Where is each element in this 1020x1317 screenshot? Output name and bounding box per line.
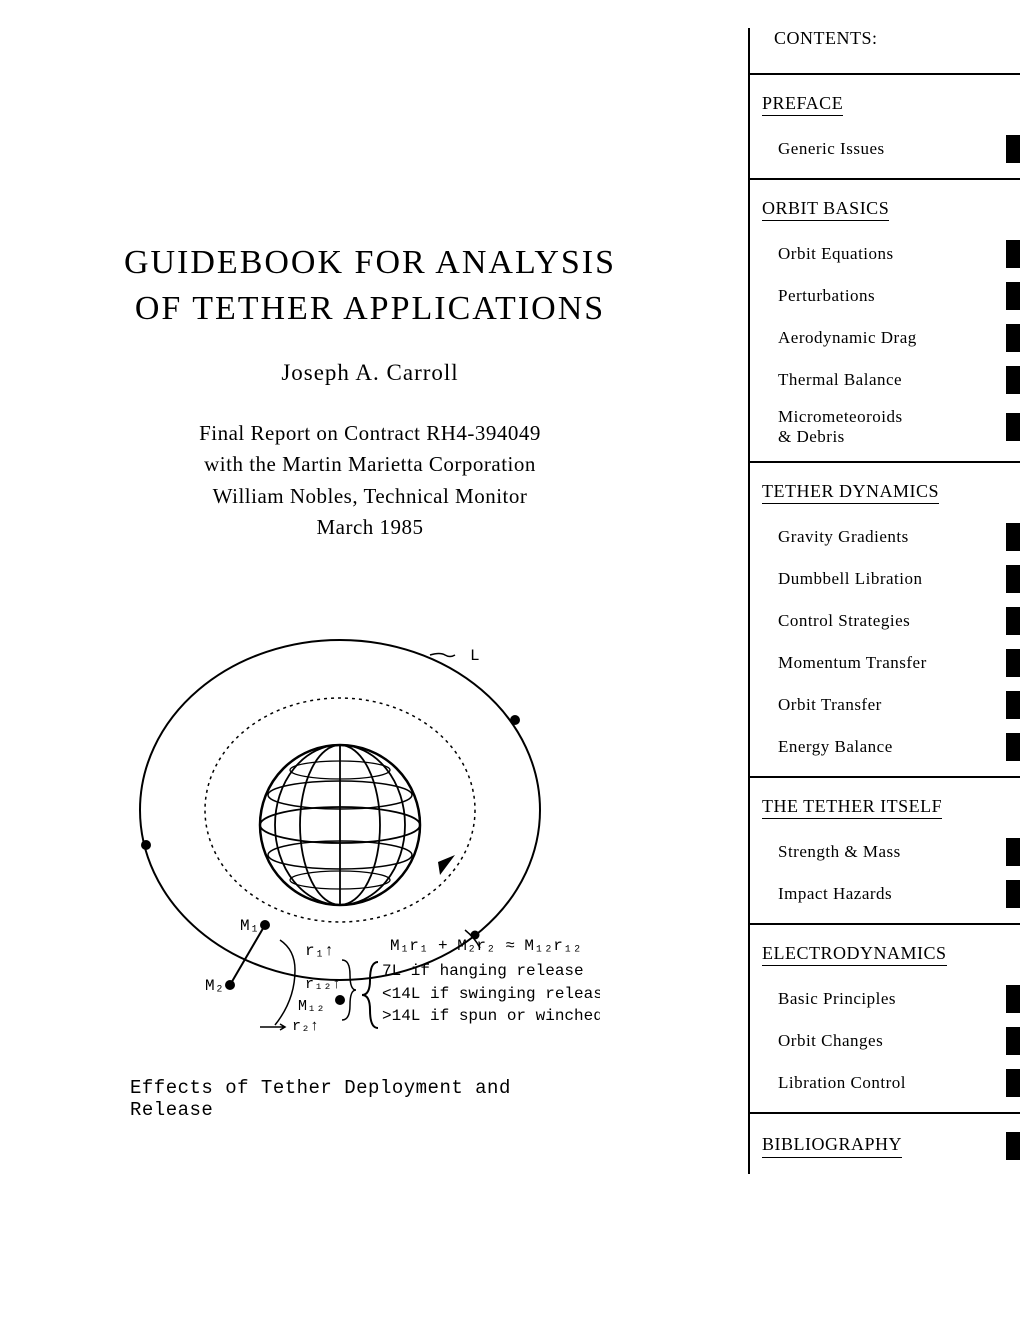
report-line-1: Final Report on Contract RH4-394049 <box>60 418 680 450</box>
toc-tab-icon <box>1006 880 1020 908</box>
section-heading-orbit-basics: ORBIT BASICS <box>750 180 1020 233</box>
section-heading-tether-dynamics: TETHER DYNAMICS <box>750 463 1020 516</box>
label-L: L <box>470 647 480 665</box>
section-bibliography: BIBLIOGRAPHY <box>750 1112 1020 1174</box>
section-tether-itself: THE TETHER ITSELF Strength & Mass Impact… <box>750 776 1020 923</box>
label-equation: M₁r₁ + M₂r₂ ≈ M₁₂r₁₂ <box>390 937 582 955</box>
toc-item-label: Aerodynamic Drag <box>778 328 917 348</box>
toc-item-label: Impact Hazards <box>778 884 892 904</box>
toc-item-thermal-balance[interactable]: Thermal Balance <box>750 359 1020 401</box>
toc-item-impact-hazards[interactable]: Impact Hazards <box>750 873 1020 915</box>
toc-item-label: Orbit Transfer <box>778 695 882 715</box>
toc-item-label: Perturbations <box>778 286 875 306</box>
section-electrodynamics: ELECTRODYNAMICS Basic Principles Orbit C… <box>750 923 1020 1112</box>
title-line-2: OF TETHER APPLICATIONS <box>60 286 680 332</box>
toc-item-label: Strength & Mass <box>778 842 901 862</box>
toc-tab-icon <box>1006 985 1020 1013</box>
toc-tab-icon <box>1006 838 1020 866</box>
toc-item-label: Orbit Equations <box>778 244 894 264</box>
toc-tab-icon <box>1006 366 1020 394</box>
label-r2: r₂↑ <box>292 1018 319 1035</box>
toc-item-aerodynamic-drag[interactable]: Aerodynamic Drag <box>750 317 1020 359</box>
label-case3: >14L if spun or winched <box>382 1007 600 1025</box>
toc-tab-icon <box>1006 523 1020 551</box>
contents-header: CONTENTS: <box>750 28 1020 73</box>
toc-item-generic-issues[interactable]: Generic Issues <box>750 128 1020 170</box>
toc-item-label: Gravity Gradients <box>778 527 909 547</box>
toc-item-label: Micrometeoroids & Debris <box>778 407 903 448</box>
toc-item-gravity-gradients[interactable]: Gravity Gradients <box>750 516 1020 558</box>
toc-item-label: Control Strategies <box>778 611 910 631</box>
report-line-3: William Nobles, Technical Monitor <box>60 481 680 513</box>
toc-tab-icon <box>1006 691 1020 719</box>
orbit-diagram: L M₁ M₂ r₁↑ r₁₂↑ M₁₂ r₂↑ M₁r₁ + M₂r₂ ≈ M… <box>130 630 600 1060</box>
title-line-1: GUIDEBOOK FOR ANALYSIS <box>60 240 680 286</box>
toc-item-libration-control[interactable]: Libration Control <box>750 1062 1020 1104</box>
toc-item-label: Basic Principles <box>778 989 896 1009</box>
toc-item-orbit-changes[interactable]: Orbit Changes <box>750 1020 1020 1062</box>
toc-item-control-strategies[interactable]: Control Strategies <box>750 600 1020 642</box>
toc-item-label: Libration Control <box>778 1073 906 1093</box>
label-case2: <14L if swinging release- <box>382 985 600 1003</box>
orbit-point-1 <box>510 715 520 725</box>
label-m12: M₁₂ <box>298 998 325 1015</box>
toc-tab-icon <box>1006 413 1020 441</box>
section-preface: PREFACE Generic Issues <box>750 73 1020 178</box>
toc-item-energy-balance[interactable]: Energy Balance <box>750 726 1020 768</box>
orbit-arrow-icon <box>438 855 455 875</box>
toc-item-label: Energy Balance <box>778 737 893 757</box>
toc-item-dumbbell-libration[interactable]: Dumbbell Libration <box>750 558 1020 600</box>
toc-tab-icon <box>1006 649 1020 677</box>
section-heading-preface: PREFACE <box>750 75 1020 128</box>
toc-tab-icon <box>1006 1069 1020 1097</box>
figure-area: L M₁ M₂ r₁↑ r₁₂↑ M₁₂ r₂↑ M₁r₁ + M₂r₂ ≈ M… <box>130 630 600 1121</box>
section-tether-dynamics: TETHER DYNAMICS Gravity Gradients Dumbbe… <box>750 461 1020 776</box>
toc-item-micrometeoroids[interactable]: Micrometeoroids & Debris <box>750 401 1020 453</box>
section-heading-tether-itself: THE TETHER ITSELF <box>750 778 1020 831</box>
section-orbit-basics: ORBIT BASICS Orbit Equations Perturbatio… <box>750 178 1020 461</box>
toc-tab-icon <box>1006 1132 1020 1160</box>
toc-tab-icon <box>1006 135 1020 163</box>
toc-tab-icon <box>1006 282 1020 310</box>
toc-tab-icon <box>1006 607 1020 635</box>
toc-item-strength-mass[interactable]: Strength & Mass <box>750 831 1020 873</box>
main-content: GUIDEBOOK FOR ANALYSIS OF TETHER APPLICA… <box>60 240 680 544</box>
toc-item-label: Dumbbell Libration <box>778 569 923 589</box>
toc-item-label: Orbit Changes <box>778 1031 883 1051</box>
mass-m12-point <box>335 995 345 1005</box>
label-r12: r₁₂↑ <box>305 976 341 993</box>
label-m2-figure: M₂ <box>205 977 224 995</box>
toc-item-perturbations[interactable]: Perturbations <box>750 275 1020 317</box>
label-m1-figure: M₁ <box>240 917 259 935</box>
figure-caption: Effects of Tether Deployment and Release <box>130 1077 600 1121</box>
toc-item-label: Generic Issues <box>778 139 885 159</box>
toc-item-momentum-transfer[interactable]: Momentum Transfer <box>750 642 1020 684</box>
toc-item-basic-principles[interactable]: Basic Principles <box>750 978 1020 1020</box>
toc-tab-icon <box>1006 240 1020 268</box>
toc-item-label: Momentum Transfer <box>778 653 927 673</box>
section-heading-electrodynamics: ELECTRODYNAMICS <box>750 925 1020 978</box>
contents-panel: CONTENTS: PREFACE Generic Issues ORBIT B… <box>748 28 1020 1174</box>
toc-item-orbit-transfer[interactable]: Orbit Transfer <box>750 684 1020 726</box>
label-r1: r₁↑ <box>305 942 334 960</box>
section-heading-bibliography[interactable]: BIBLIOGRAPHY <box>750 1114 1020 1174</box>
mass-m2-point <box>225 980 235 990</box>
orbit-point-2 <box>141 840 151 850</box>
toc-tab-icon <box>1006 565 1020 593</box>
report-line-2: with the Martin Marietta Corporation <box>60 449 680 481</box>
author: Joseph A. Carroll <box>60 360 680 386</box>
report-line-4: March 1985 <box>60 512 680 544</box>
toc-item-label: Thermal Balance <box>778 370 902 390</box>
toc-tab-icon <box>1006 733 1020 761</box>
toc-item-orbit-equations[interactable]: Orbit Equations <box>750 233 1020 275</box>
label-case1: 7L if hanging release <box>382 962 584 980</box>
toc-tab-icon <box>1006 324 1020 352</box>
toc-tab-icon <box>1006 1027 1020 1055</box>
report-info: Final Report on Contract RH4-394049 with… <box>60 418 680 544</box>
